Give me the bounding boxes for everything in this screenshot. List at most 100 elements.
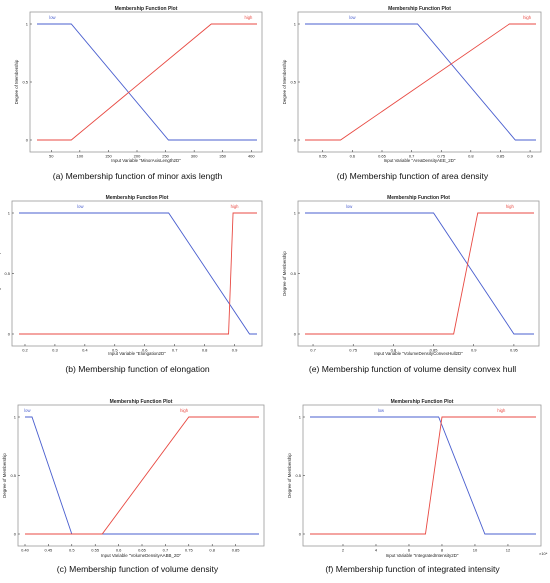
- membership-line-low: [19, 212, 257, 335]
- plot-frame: [297, 11, 542, 153]
- x-tick-label: 0.9: [471, 348, 477, 353]
- x-tick-label: 0.55: [91, 548, 100, 553]
- chart-panel-area-density: Membership Function Plot 0.55 0.6 0.65 0.7 0.…: [275, 0, 550, 194]
- membership-plot-integrated-intensity: Membership Function Plot 2 4 6 8 10 12 0 0.5 1 Inp…: [287, 399, 548, 558]
- membership-line-high: [25, 416, 259, 535]
- membership-line-high: [310, 416, 536, 535]
- caption-area-density: (d) Membership function of area density: [336, 171, 489, 181]
- membership-plot-minor-axis-length: Membership Function Plot 50 100 150 200 250 30…: [14, 6, 263, 163]
- series-label-high: high: [244, 15, 253, 20]
- y-axis-label: Degree of Membership: [2, 453, 7, 498]
- membership-line-high: [305, 23, 536, 141]
- x-tick-label: 4: [375, 548, 378, 553]
- y-tick-label: 0: [294, 137, 297, 142]
- x-tick-label: 0.45: [45, 548, 54, 553]
- caption-volume-density: (c) Membership function of volume densit…: [56, 564, 219, 574]
- x-tick-label: 300: [191, 154, 198, 159]
- y-tick-label: 0: [294, 331, 297, 336]
- x-tick-label: 6: [408, 548, 411, 553]
- x-tick-label: 0.7: [310, 348, 316, 353]
- x-tick-label: 0.6: [142, 348, 148, 353]
- x-tick-label: 0.85: [232, 548, 241, 553]
- x-axis-label: Input Variable "IntegratedIntensity2D": [386, 553, 459, 558]
- x-tick-label: 0.4: [82, 348, 88, 353]
- x-tick-label: 0.5: [112, 348, 118, 353]
- y-axis-label: Degree of Membership: [282, 59, 287, 104]
- x-tick-label: 0.6: [350, 154, 356, 159]
- membership-plot-volume-density: Membership Function Plot 0.40 0.45 0.5 0.55 0…: [2, 399, 265, 558]
- y-tick-label: 1: [294, 21, 297, 26]
- y-tick-label: 0: [8, 331, 11, 336]
- chart-panel-minor-axis-length: Membership Function Plot 50 100 150 200 250 30…: [0, 0, 275, 194]
- chart-title: Membership Function Plot: [106, 195, 169, 201]
- x-tick-label: 0.8: [468, 154, 474, 159]
- membership-plot-area-density: Membership Function Plot 0.55 0.6 0.65 0.7 0.…: [282, 6, 542, 163]
- x-exponent-label: ×10⁴: [539, 551, 548, 556]
- membership-line-high: [19, 212, 257, 335]
- membership-line-high: [305, 212, 534, 335]
- x-axis-label: Input Variable "AreaDensityAEE_2D": [384, 158, 456, 163]
- chart-title: Membership Function Plot: [388, 6, 451, 12]
- plot-frame: [11, 200, 263, 347]
- plot-frame: [297, 200, 540, 347]
- x-tick-label: 0.7: [163, 548, 169, 553]
- x-tick-label: 2: [342, 548, 345, 553]
- series-label-high: high: [497, 408, 506, 413]
- x-tick-label: 50: [49, 154, 54, 159]
- membership-line-low: [37, 23, 257, 141]
- x-tick-label: 250: [162, 154, 169, 159]
- y-tick-label: 0.5: [4, 271, 10, 276]
- y-tick-label: 0.5: [10, 473, 16, 478]
- series-label-high: high: [180, 408, 189, 413]
- x-tick-label: 0.65: [138, 548, 147, 553]
- x-tick-label: 0.75: [437, 154, 446, 159]
- caption-minor-axis-length: (a) Membership function of minor axis le…: [52, 171, 223, 181]
- x-axis-label: Input Variable "Elongation2D": [108, 351, 166, 356]
- x-tick-label: 0.95: [510, 348, 519, 353]
- x-tick-label: 100: [77, 154, 84, 159]
- x-tick-label: 0.8: [209, 548, 215, 553]
- x-tick-label: 0.85: [430, 348, 439, 353]
- x-tick-label: 10: [473, 548, 478, 553]
- x-tick-label: 8: [441, 548, 444, 553]
- x-tick-label: 0.6: [116, 548, 122, 553]
- x-tick-label: 0.9: [527, 154, 533, 159]
- chart-title: Membership Function Plot: [110, 399, 173, 405]
- caption-integrated-intensity: (f) Membership function of integrated in…: [325, 564, 500, 574]
- membership-plot-volume-density-convex-hull: Membership Function Plot 0.7 0.75 0.8 0.85 0.…: [282, 195, 540, 356]
- chart-panel-volume-density: Membership Function Plot 0.40 0.45 0.5 0.55 0…: [0, 388, 275, 583]
- series-label-high: high: [506, 204, 515, 209]
- chart-panel-integrated-intensity: Membership Function Plot 2 4 6 8 10 12 0 0.5 1 Inp…: [275, 388, 550, 583]
- x-tick-label: 0.40: [21, 548, 30, 553]
- x-tick-label: 150: [105, 154, 112, 159]
- x-tick-label: 0.9: [232, 348, 238, 353]
- x-tick-label: 0.8: [391, 348, 397, 353]
- plot-frame: [29, 11, 263, 153]
- plot-frame: [302, 404, 542, 547]
- membership-plot-elongation: Membership Function Plot 0.2 0.3 0.4 0.5 0.6 0…: [0, 195, 263, 356]
- x-tick-label: 12: [506, 548, 511, 553]
- y-tick-label: 0.5: [290, 271, 296, 276]
- x-axis-label: Input Variable "MinorAxisLength2D": [111, 158, 181, 163]
- x-tick-label: 0.65: [378, 154, 387, 159]
- x-tick-label: 0.7: [172, 348, 178, 353]
- x-tick-label: 0.2: [22, 348, 28, 353]
- x-tick-label: 0.75: [349, 348, 358, 353]
- y-tick-label: 0.5: [22, 79, 28, 84]
- plot-frame: [17, 404, 265, 547]
- membership-line-low: [305, 212, 534, 335]
- y-tick-label: 1: [299, 414, 302, 419]
- membership-line-high: [37, 23, 257, 141]
- series-label-low: low: [24, 408, 31, 413]
- membership-line-low: [305, 23, 536, 141]
- y-tick-label: 1: [26, 21, 29, 26]
- y-axis-label: Degree of Membership: [14, 59, 19, 104]
- x-tick-label: 0.75: [185, 548, 194, 553]
- y-tick-label: 0.5: [295, 473, 301, 478]
- x-tick-label: 0.7: [409, 154, 415, 159]
- y-tick-label: 1: [8, 210, 11, 215]
- series-label-low: low: [349, 15, 356, 20]
- y-axis-label: Degree of Membership: [282, 251, 287, 296]
- caption-volume-density-convex-hull: (e) Membership function of volume densit…: [308, 364, 517, 374]
- y-tick-label: 0: [26, 137, 29, 142]
